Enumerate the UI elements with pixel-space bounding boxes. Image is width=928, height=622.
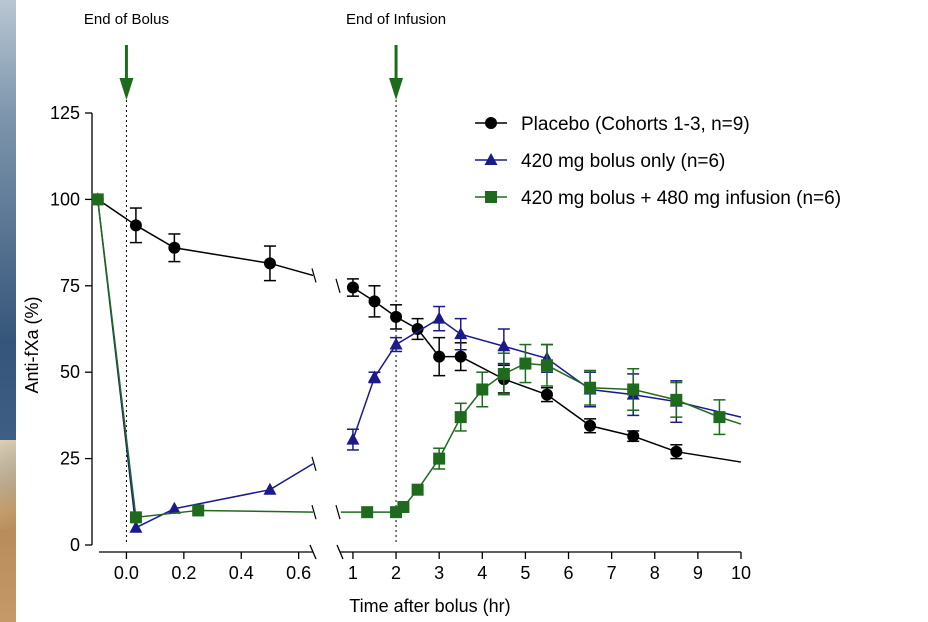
- data-point: [540, 359, 553, 372]
- y-tick-label: 50: [60, 362, 80, 382]
- data-point: [263, 482, 277, 495]
- y-tick-label: 25: [60, 449, 80, 469]
- line-break-mark: [335, 505, 341, 520]
- data-point: [497, 339, 511, 352]
- data-point: [519, 357, 532, 370]
- annotation-arrow-head: [119, 78, 134, 100]
- data-point: [129, 219, 142, 232]
- data-point: [454, 350, 467, 363]
- x-tick-label: 0.0: [114, 563, 139, 583]
- data-point: [168, 241, 181, 254]
- data-point: [584, 381, 597, 394]
- series-line-segment: [96, 199, 314, 519]
- data-point: [361, 506, 374, 519]
- axes: 0 25 50 75 100 125 0.0 0.2 0.4 0.6 1 2 3 4 5 6 7 8 9 10: [50, 103, 751, 583]
- data-point: [670, 393, 683, 406]
- x-tick-label: 0.6: [286, 563, 311, 583]
- data-point: [627, 430, 640, 443]
- legend-marker: [485, 117, 497, 129]
- data-point: [263, 257, 276, 270]
- data-point: [411, 483, 424, 496]
- x-tick-label: 3: [434, 563, 444, 583]
- x-tick-label: 8: [650, 563, 660, 583]
- data-point: [368, 295, 381, 308]
- data-point: [390, 506, 403, 519]
- data-point: [167, 501, 181, 514]
- data-point: [713, 411, 726, 424]
- series-group: [91, 192, 742, 533]
- y-tick-label: 100: [50, 189, 80, 209]
- data-point: [397, 500, 410, 513]
- legend-marker: [485, 191, 497, 203]
- annotation-label: End of Bolus: [84, 11, 169, 28]
- annotation-label: End of Infusion: [346, 11, 446, 28]
- background-strip: [0, 0, 16, 622]
- data-point: [433, 452, 446, 465]
- y-tick-label: 125: [50, 103, 80, 123]
- data-point: [432, 311, 446, 324]
- x-tick-label: 5: [520, 563, 530, 583]
- series-2: [91, 192, 742, 533]
- x-tick-label: 2: [391, 563, 401, 583]
- y-tick-label: 75: [60, 276, 80, 296]
- x-tick-label: 0.2: [171, 563, 196, 583]
- data-point: [192, 504, 205, 517]
- x-tick-label: 10: [731, 563, 751, 583]
- background-swoosh: [0, 440, 16, 530]
- data-point: [497, 367, 510, 380]
- x-tick-label: 9: [693, 563, 703, 583]
- x-tick-label: 4: [477, 563, 487, 583]
- x-tick-label: 6: [564, 563, 574, 583]
- vertical-reference-lines: [125, 100, 397, 545]
- data-point: [346, 432, 360, 445]
- axis-break-mark: [309, 544, 317, 560]
- legend-label: Placebo (Cohorts 1-3, n=9): [521, 114, 750, 135]
- annotation-arrow-head: [389, 78, 404, 100]
- axis-break-mark: [336, 544, 344, 560]
- y-axis-label: Anti-fXa (%): [22, 296, 42, 393]
- x-axis-label: Time after bolus (hr): [349, 596, 510, 616]
- line-break-mark: [335, 278, 341, 293]
- data-point: [91, 193, 104, 206]
- data-point: [129, 520, 143, 533]
- data-point: [433, 350, 446, 363]
- legend-item: 420 mg bolus + 480 mg infusion (n=6): [475, 188, 841, 209]
- data-point: [390, 310, 403, 323]
- line-break-mark: [311, 505, 317, 520]
- x-tick-label: 1: [348, 563, 358, 583]
- data-point: [454, 327, 468, 340]
- series-line-segment: [97, 198, 314, 277]
- series-line-segment: [96, 199, 314, 529]
- series-1: [91, 193, 742, 463]
- data-point: [670, 445, 683, 458]
- x-tick-label: 0.4: [229, 563, 254, 583]
- data-point: [454, 411, 467, 424]
- line-break-mark: [311, 268, 317, 283]
- legend-label: 420 mg bolus + 480 mg infusion (n=6): [521, 188, 841, 209]
- data-point: [540, 388, 553, 401]
- data-point: [584, 419, 597, 432]
- x-tick-label: 7: [607, 563, 617, 583]
- data-point: [129, 511, 142, 524]
- data-point: [346, 281, 359, 294]
- y-tick-label: 0: [70, 535, 80, 555]
- data-point: [627, 383, 640, 396]
- data-point: [389, 337, 403, 350]
- series-3: [91, 193, 742, 524]
- data-point: [367, 370, 381, 383]
- annotations: End of Bolus End of Infusion: [84, 11, 446, 100]
- data-point: [476, 383, 489, 396]
- data-point: [411, 323, 424, 335]
- legend: Placebo (Cohorts 1-3, n=9) 420 mg bolus o…: [475, 114, 841, 209]
- legend-item: 420 mg bolus only (n=6): [475, 151, 725, 172]
- legend-marker: [484, 153, 498, 165]
- legend-label: 420 mg bolus only (n=6): [521, 151, 725, 172]
- line-break-mark: [311, 456, 317, 471]
- legend-item: Placebo (Cohorts 1-3, n=9): [475, 114, 750, 135]
